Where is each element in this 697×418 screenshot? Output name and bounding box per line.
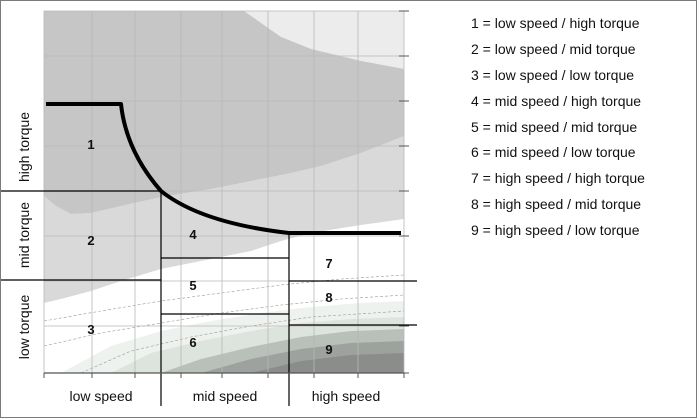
legend-item: 1 = low speed / high torque [471, 15, 640, 31]
zone-legend: 1 = low speed / high torque 2 = low spee… [471, 11, 645, 244]
zone-6-label: 6 [189, 335, 196, 350]
zone-8-label: 8 [325, 290, 332, 305]
zone-1-label: 1 [87, 137, 94, 152]
legend-item: 5 = mid speed / mid torque [471, 118, 638, 135]
gridlines [43, 10, 405, 374]
legend-item: 3 = low speed / low torque [471, 66, 635, 83]
y-label-low-torque: low torque [16, 294, 32, 359]
zone-4-label: 4 [189, 227, 197, 242]
zone-9-label: 9 [325, 342, 332, 357]
x-label-low-speed: low speed [69, 388, 132, 404]
x-label-high-speed: high speed [312, 388, 381, 404]
legend-item: 7 = high speed / high torque [471, 170, 645, 187]
max-torque-curve [46, 102, 401, 235]
zone-5-label: 5 [189, 278, 196, 293]
operating-zone-diagram: 1 2 3 4 5 6 7 8 9 low speed mid speed hi… [1, 10, 417, 406]
legend-item: 9 = high speed / low torque [471, 222, 640, 239]
zone-2-label: 2 [87, 233, 94, 248]
contour-lines [43, 274, 405, 374]
legend-item: 6 = mid speed / low torque [471, 144, 636, 161]
legend-item: 2 = low speed / mid torque [471, 40, 636, 57]
legend-item: 8 = high speed / mid torque [471, 196, 642, 213]
zone-7-label: 7 [325, 256, 332, 271]
legend-item: 4 = mid speed / high torque [471, 92, 642, 109]
x-label-mid-speed: mid speed [193, 388, 258, 404]
y-label-mid-torque: mid torque [16, 202, 32, 268]
zone-boundaries [1, 190, 417, 406]
y-label-high-torque: high torque [16, 112, 32, 182]
zone-3-label: 3 [87, 322, 94, 337]
